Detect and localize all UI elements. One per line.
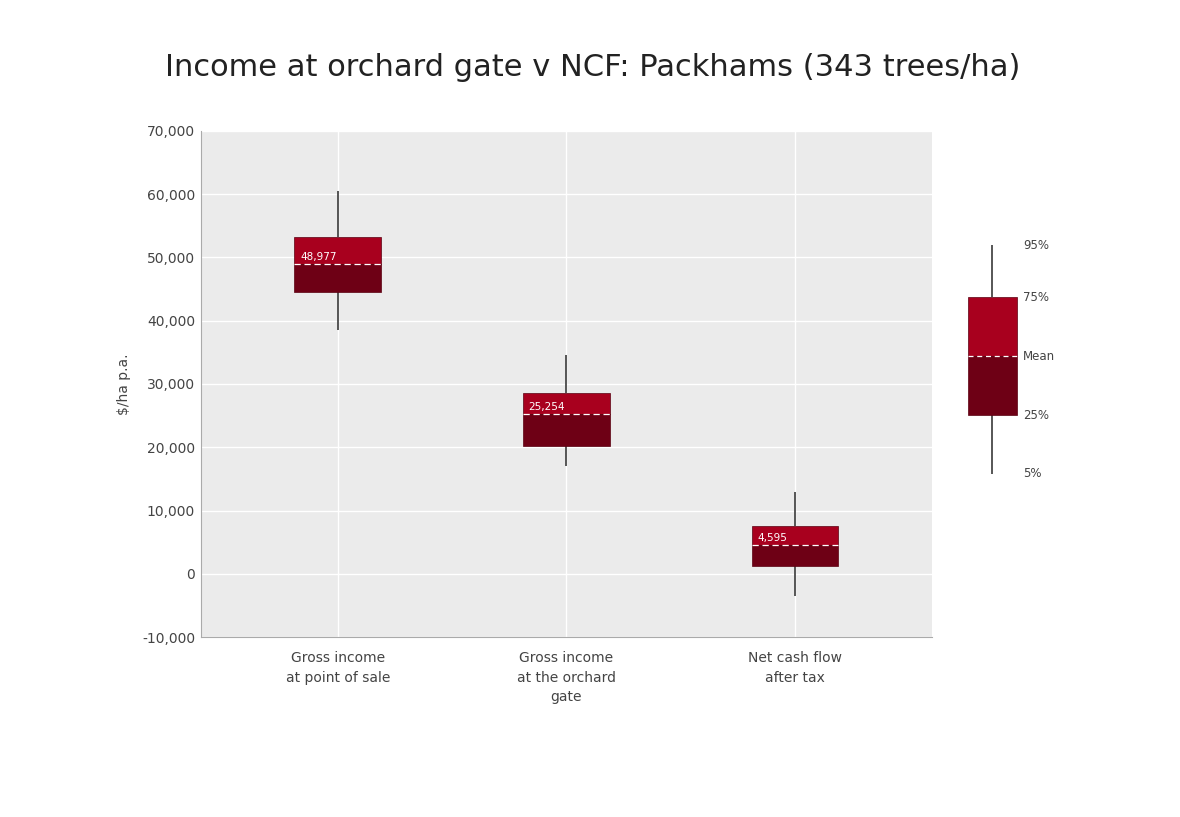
Bar — [752, 526, 839, 545]
Text: 75%: 75% — [1023, 291, 1049, 304]
Text: 4,595: 4,595 — [758, 533, 787, 543]
Bar — [523, 394, 610, 414]
Text: 95%: 95% — [1023, 239, 1049, 252]
Bar — [968, 356, 1017, 415]
Text: 25%: 25% — [1023, 408, 1049, 422]
Bar — [968, 297, 1017, 356]
Bar — [523, 414, 610, 446]
Bar — [294, 237, 381, 264]
Text: Mean: Mean — [1023, 350, 1055, 363]
Text: 48,977: 48,977 — [300, 252, 336, 262]
Text: 25,254: 25,254 — [529, 402, 565, 412]
Y-axis label: $/ha p.a.: $/ha p.a. — [117, 353, 131, 415]
Text: Income at orchard gate v NCF: Packhams (343 trees/ha): Income at orchard gate v NCF: Packhams (… — [165, 53, 1021, 82]
Bar — [752, 545, 839, 566]
Bar — [294, 264, 381, 292]
Text: 5%: 5% — [1023, 467, 1041, 480]
